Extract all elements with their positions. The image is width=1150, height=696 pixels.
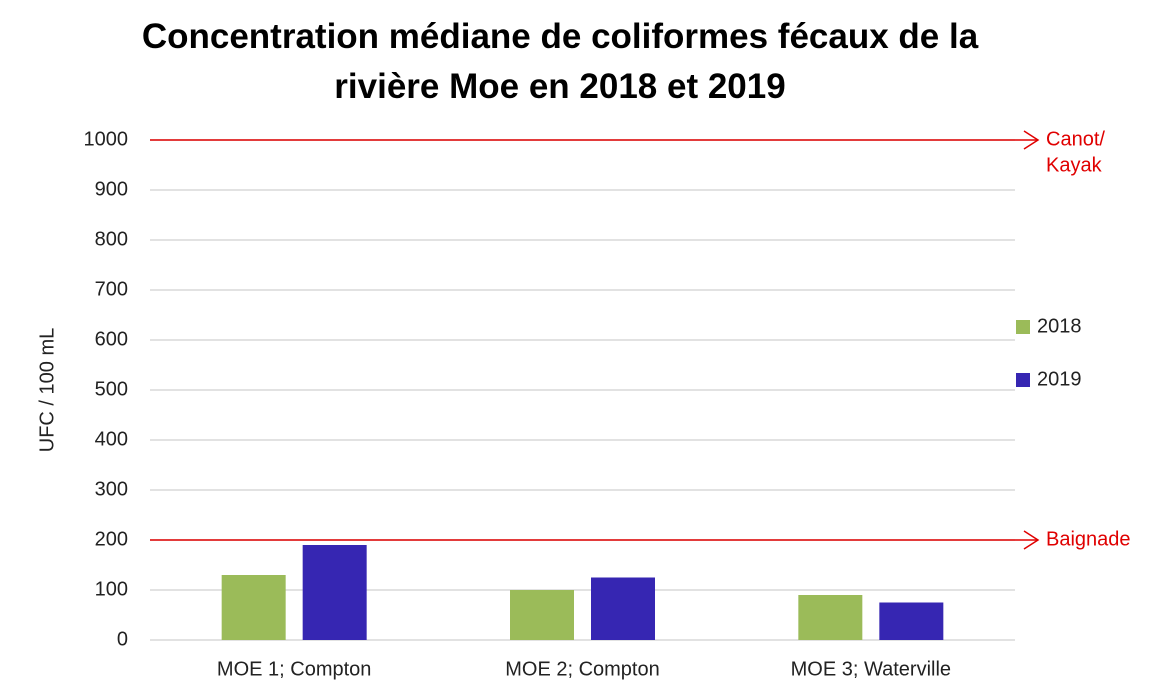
x-tick-label: MOE 3; Waterville [791, 658, 951, 680]
legend-label: 2019 [1037, 368, 1082, 390]
bar [510, 590, 574, 640]
y-tick-label: 1000 [84, 128, 129, 150]
y-tick-label: 200 [95, 528, 128, 550]
reference-arrow [1023, 130, 1040, 150]
bar [879, 602, 944, 640]
bar [591, 577, 655, 640]
chart-title: Concentration médiane de coliformes féca… [141, 17, 979, 106]
x-tick-label: MOE 1; Compton [217, 658, 372, 680]
y-tick-label: 700 [95, 278, 128, 300]
y-tick-label: 400 [95, 428, 128, 450]
legend-swatch [1016, 320, 1030, 334]
legend-swatch [1016, 373, 1030, 387]
x-tick-label: MOE 2; Compton [505, 658, 660, 680]
bar [221, 575, 286, 640]
y-tick-label: 600 [95, 328, 128, 350]
bar [302, 545, 367, 640]
y-tick-label: 0 [117, 628, 128, 650]
reference-label: Baignade [1046, 528, 1131, 550]
reference-arrow [1023, 530, 1040, 550]
y-tick-label: 300 [95, 478, 128, 500]
y-tick-label: 500 [95, 378, 128, 400]
y-axis-label: UFC / 100 mL [36, 328, 58, 452]
y-tick-label: 900 [95, 178, 128, 200]
bar [798, 595, 863, 640]
reference-label: Kayak [1046, 154, 1103, 176]
legend-label: 2018 [1037, 315, 1082, 337]
y-tick-label: 100 [95, 578, 128, 600]
reference-label: Canot/ [1046, 128, 1105, 150]
y-tick-label: 800 [95, 228, 128, 250]
